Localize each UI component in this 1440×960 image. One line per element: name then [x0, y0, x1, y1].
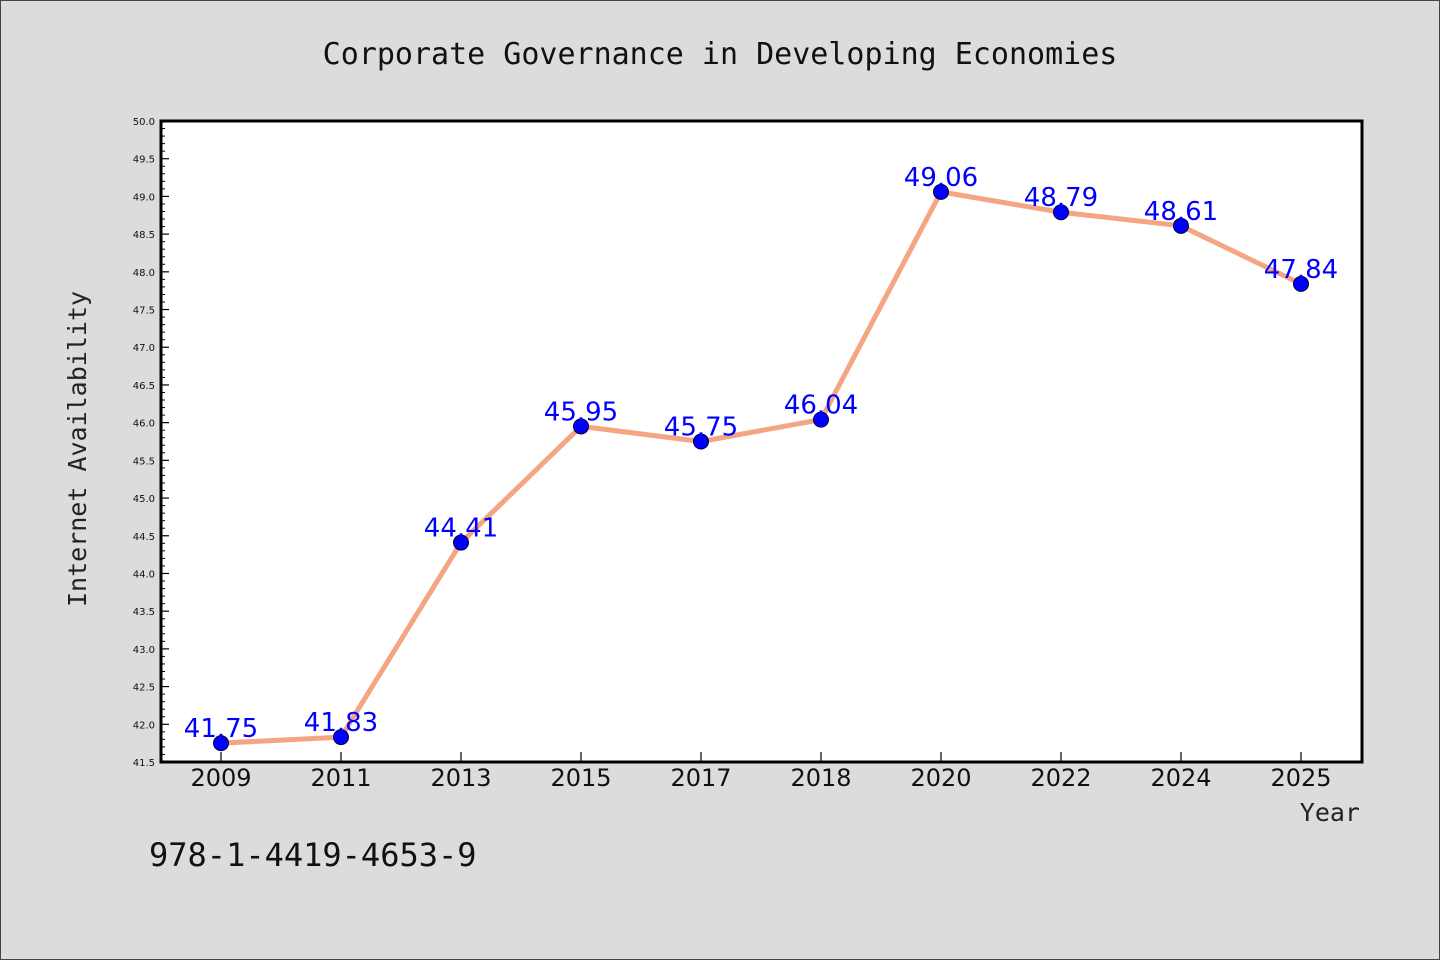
data-label: 45.95 [544, 397, 618, 427]
data-point [453, 534, 469, 551]
x-tick-label: 2009 [190, 764, 251, 792]
data-labels: 41.75 41.83 44.41 45.95 45.75 46.04 49.06 48.79… [184, 163, 1338, 744]
y-tick-label: 46.0 [133, 419, 155, 430]
chart-title: Corporate Governance in Developing Econo… [323, 37, 1118, 72]
data-point [213, 735, 229, 752]
y-tick-label: 42.5 [133, 683, 155, 694]
x-tick-label: 2018 [790, 764, 851, 792]
y-tick-label: 48.0 [133, 268, 155, 279]
y-tick-label: 47.0 [133, 343, 155, 354]
y-tick-label: 43.5 [133, 607, 155, 618]
data-point [1293, 275, 1309, 292]
data-label: 47.84 [1264, 255, 1338, 285]
data-point [933, 183, 949, 200]
isbn-text: 978-1-4419-4653-9 [149, 836, 477, 874]
y-tick-label: 48.5 [133, 230, 155, 241]
y-axis-label: Internet Availability [63, 291, 92, 607]
y-tick-label: 50.0 [133, 117, 155, 128]
x-tick-label: 2022 [1030, 764, 1091, 792]
data-label: 48.61 [1144, 197, 1218, 227]
y-tick-label: 42.0 [133, 720, 155, 731]
y-axis-ticks: 41.5 42.0 42.5 43.0 43.5 44.0 44.5 45.0 45.5 46.0… [133, 117, 169, 769]
y-tick-label: 43.0 [133, 645, 155, 656]
y-tick-label: 47.5 [133, 306, 155, 317]
series-line [220, 189, 1303, 746]
plot-area [159, 119, 1364, 764]
data-point [1173, 217, 1189, 234]
x-tick-label: 2025 [1270, 764, 1331, 792]
x-tick-label: 2013 [430, 764, 491, 792]
data-point [1053, 204, 1069, 221]
y-tick-label: 44.5 [133, 532, 155, 543]
y-tick-label: 41.5 [133, 758, 155, 769]
x-tick-label: 2017 [670, 764, 731, 792]
y-tick-label: 45.0 [133, 494, 155, 505]
y-tick-label: 44.0 [133, 569, 155, 580]
x-axis-label: Year [1300, 798, 1360, 827]
x-tick-label: 2024 [1150, 764, 1211, 792]
x-tick-label: 2011 [310, 764, 371, 792]
y-tick-label: 46.5 [133, 381, 155, 392]
data-point [693, 433, 709, 450]
y-tick-label: 49.0 [133, 192, 155, 203]
data-label: 48.79 [1024, 183, 1098, 213]
data-label: 44.41 [424, 514, 498, 544]
data-label: 45.75 [664, 413, 738, 443]
data-point [573, 418, 589, 435]
series-markers [213, 183, 1309, 752]
data-label: 41.83 [304, 708, 378, 738]
data-point [333, 729, 349, 746]
x-tick-label: 2015 [550, 764, 611, 792]
x-axis-ticks: 2009 2011 2013 2015 2017 2018 2020 2022 2024 2025 [190, 752, 1332, 792]
data-label: 41.75 [184, 714, 258, 744]
y-tick-label: 45.5 [133, 456, 155, 467]
data-point [813, 411, 829, 428]
y-tick-label: 49.5 [133, 155, 155, 166]
data-label: 49.06 [904, 163, 978, 193]
x-tick-label: 2020 [910, 764, 971, 792]
data-label: 46.04 [784, 391, 858, 421]
